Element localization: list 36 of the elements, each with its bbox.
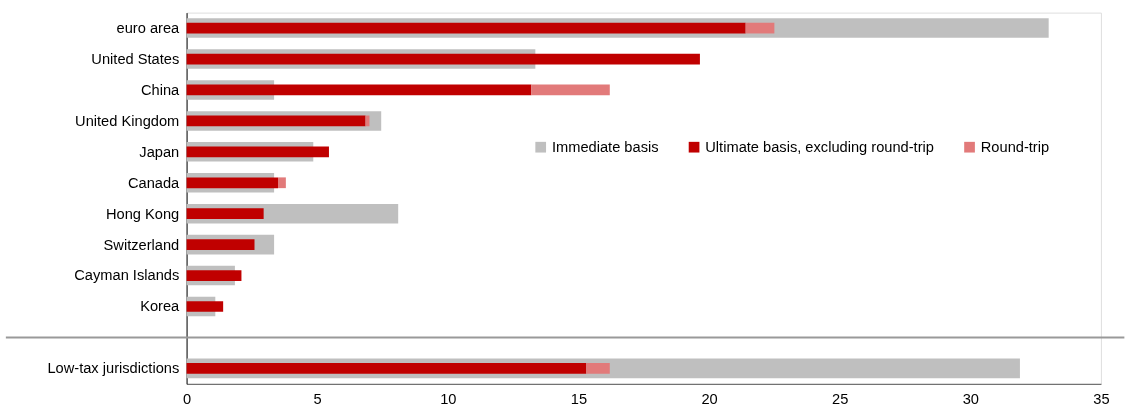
bar (531, 84, 610, 96)
x-tick-label: 15 (570, 390, 588, 407)
bar (186, 84, 532, 96)
y-tick-label: China (140, 81, 181, 98)
y-tick-label: euro area (116, 19, 181, 36)
x-tick-label: 10 (440, 390, 457, 407)
bar (745, 22, 775, 34)
bar (186, 239, 255, 251)
y-tick-label: Switzerland (103, 236, 180, 253)
y-tick-label: United States (91, 50, 180, 67)
x-tick-label: 30 (962, 390, 979, 407)
legend-label: Round-trip (980, 139, 1050, 156)
y-tick-label: Korea (140, 298, 181, 315)
bar (186, 53, 700, 65)
x-tick-label: 0 (182, 390, 192, 407)
bar (186, 208, 264, 220)
x-tick-label: 35 (1093, 390, 1110, 407)
legend-label: Ultimate basis, excluding round-trip (705, 139, 934, 156)
y-tick-label: Canada (127, 174, 181, 191)
y-tick-label: United Kingdom (75, 112, 180, 129)
bar (186, 270, 242, 281)
x-tick-label: 25 (832, 390, 849, 407)
bar (186, 146, 329, 158)
y-tick-label: Low-tax jurisdictions (47, 360, 180, 377)
bar (186, 301, 224, 312)
bar (186, 115, 366, 127)
y-tick-label: Hong Kong (105, 205, 180, 222)
y-tick-label: Cayman Islands (74, 267, 180, 284)
bar (586, 363, 610, 374)
bar (278, 177, 286, 189)
bar (186, 363, 587, 374)
x-tick-label: 20 (701, 390, 718, 407)
bar (186, 22, 746, 34)
legend-label: Immediate basis (551, 139, 659, 156)
x-tick-label: 5 (313, 390, 322, 407)
y-tick-label: Japan (139, 143, 180, 160)
